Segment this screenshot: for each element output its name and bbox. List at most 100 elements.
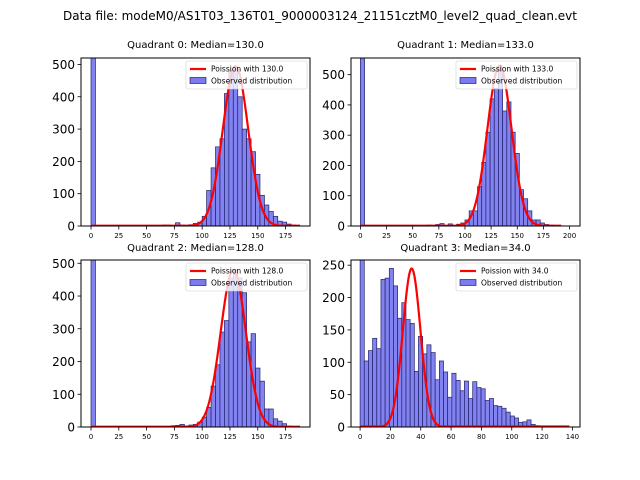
x-tick-label: 100 xyxy=(195,433,208,441)
histogram-bar xyxy=(426,344,432,427)
histogram-bar xyxy=(509,415,515,427)
legend-box xyxy=(455,60,578,90)
x-tick-label: 50 xyxy=(142,433,151,441)
histogram-bar xyxy=(384,277,390,427)
histogram-bar xyxy=(464,380,469,427)
histogram-bar xyxy=(363,360,369,427)
x-tick-label: 20 xyxy=(386,433,395,441)
histogram-bar xyxy=(501,407,507,427)
histogram-bar xyxy=(451,372,457,427)
y-tick-label: 100 xyxy=(322,356,345,370)
y-tick-label: 100 xyxy=(52,388,75,402)
x-tick-label: 150 xyxy=(251,232,264,240)
x-tick-label: 25 xyxy=(382,232,391,240)
poisson-curve xyxy=(90,65,301,226)
x-tick-label: 0 xyxy=(89,232,93,240)
y-tick-label: 0 xyxy=(337,421,345,435)
histogram-bar xyxy=(90,260,96,427)
legend-bar-swatch xyxy=(189,77,207,84)
subplot-quadrant-0: 0 100 200 300 400 500 0 25 50 75 100 125 150 175 Poiss… xyxy=(52,40,311,240)
plot-area xyxy=(90,58,301,226)
x-tick-label: 125 xyxy=(223,232,236,240)
x-tick-label: 60 xyxy=(447,433,456,441)
histogram-bar xyxy=(526,419,532,427)
legend-label-poisson: Poission with 34.0 xyxy=(481,267,549,276)
subplot-title: Quadrant 2: Median=128.0 xyxy=(127,243,264,254)
plot-area xyxy=(359,260,570,427)
y-tick-label: 500 xyxy=(322,68,345,82)
histogram-bar xyxy=(376,348,382,427)
histogram-bar xyxy=(232,68,239,226)
y-tick-label: 100 xyxy=(52,187,75,201)
legend-label-observed: Observed distribution xyxy=(481,77,562,86)
x-tick-label: 40 xyxy=(416,433,425,441)
y-tick-label: 50 xyxy=(330,388,345,402)
legend: Poission with 133.0 Observed distribution xyxy=(455,60,578,90)
legend-label-observed: Observed distribution xyxy=(481,279,562,288)
y-tick-label: 0 xyxy=(67,220,75,234)
x-tick-label: 50 xyxy=(142,232,151,240)
legend-bar-swatch xyxy=(189,279,207,286)
histogram-bar xyxy=(281,423,288,427)
x-tick-label: 75 xyxy=(170,433,179,441)
y-tick-label: 300 xyxy=(52,322,75,336)
histogram-bar xyxy=(241,128,247,226)
x-tick-label: 50 xyxy=(408,232,417,240)
poisson-curve xyxy=(360,267,570,427)
legend-box xyxy=(185,60,308,90)
legend-label-observed: Observed distribution xyxy=(211,77,292,86)
histogram-bar xyxy=(409,323,415,427)
axes-frame xyxy=(350,57,581,227)
legend-label-poisson: Poission with 128.0 xyxy=(211,267,284,276)
histogram-bar xyxy=(219,331,225,427)
histogram-bar xyxy=(472,381,478,427)
x-tick-label: 175 xyxy=(279,433,292,441)
histogram-bar xyxy=(498,68,503,226)
subplot-title: Quadrant 1: Median=133.0 xyxy=(397,40,534,51)
histogram-bar xyxy=(438,360,444,427)
y-tick-label: 400 xyxy=(52,90,75,104)
histogram-bar xyxy=(232,269,239,427)
y-tick-label: 200 xyxy=(322,291,345,305)
x-tick-label: 25 xyxy=(114,433,123,441)
y-tick-label: 500 xyxy=(52,257,75,271)
x-tick-label: 0 xyxy=(89,433,93,441)
histogram-bar xyxy=(489,98,495,226)
histogram-bar xyxy=(459,390,465,427)
legend-label-poisson: Poission with 130.0 xyxy=(211,65,284,74)
legend-box xyxy=(185,262,308,292)
histogram-bar xyxy=(476,387,482,427)
y-tick-label: 400 xyxy=(52,290,75,304)
x-tick-label: 0 xyxy=(358,433,362,441)
y-tick-label: 200 xyxy=(52,155,75,169)
x-tick-label: 175 xyxy=(279,232,292,240)
y-tick-label: 200 xyxy=(322,159,345,173)
x-tick-label: 125 xyxy=(223,433,236,441)
histogram-bar xyxy=(443,371,449,427)
legend-label-observed: Observed distribution xyxy=(211,279,292,288)
histogram-bar xyxy=(359,260,365,427)
histogram-bar xyxy=(434,379,440,427)
axes-frame xyxy=(80,57,311,227)
y-tick-label: 300 xyxy=(52,123,75,137)
x-tick-label: 120 xyxy=(535,433,548,441)
histogram-bar xyxy=(493,405,499,427)
histogram-bar xyxy=(380,279,386,427)
histogram-bar xyxy=(468,398,474,427)
histogram-bar xyxy=(268,408,274,427)
y-tick-label: 150 xyxy=(322,323,345,337)
histogram-bar xyxy=(237,96,243,226)
legend-bar-swatch xyxy=(459,77,477,84)
y-tick-label: 250 xyxy=(322,259,345,273)
histogram-bar xyxy=(485,131,491,226)
x-tick-label: 140 xyxy=(566,433,579,441)
x-tick-label: 80 xyxy=(477,433,486,441)
histogram-bar xyxy=(372,337,378,427)
x-tick-label: 100 xyxy=(505,433,518,441)
histogram-bar xyxy=(447,396,453,427)
legend: Poission with 128.0 Observed distribution xyxy=(185,262,308,292)
histogram-bar xyxy=(368,350,373,427)
histogram-bar xyxy=(489,398,494,427)
subplot-title: Quadrant 3: Median=34.0 xyxy=(400,243,530,254)
